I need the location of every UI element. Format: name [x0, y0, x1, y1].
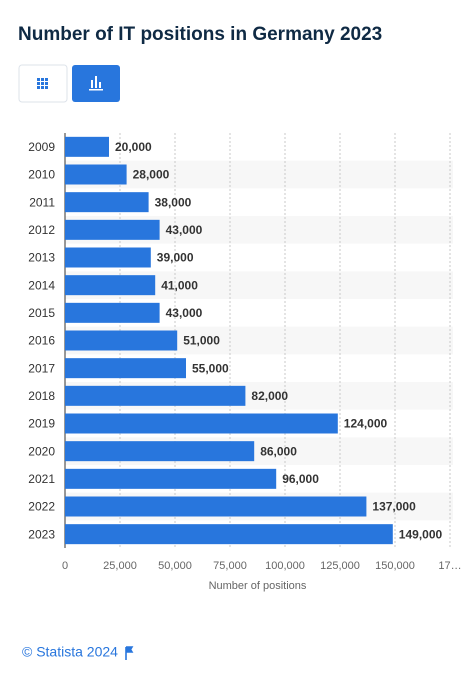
- y-tick-label: 2023: [28, 527, 55, 541]
- value-label: 149,000: [399, 527, 443, 541]
- y-tick-label: 2021: [28, 472, 55, 486]
- bar: [65, 164, 127, 185]
- value-label: 39,000: [157, 251, 194, 265]
- bar: [65, 385, 246, 406]
- bar: [65, 496, 367, 517]
- bar: [65, 247, 151, 268]
- y-tick-label: 2010: [28, 168, 55, 182]
- y-tick-label: 2019: [28, 417, 55, 431]
- y-tick-label: 2014: [28, 278, 55, 292]
- page-title: Number of IT positions in Germany 2023: [18, 24, 382, 45]
- value-label: 82,000: [251, 389, 288, 403]
- y-tick-label: 2011: [29, 195, 55, 209]
- y-tick-label: 2012: [28, 223, 55, 237]
- row-stripe: [65, 160, 453, 189]
- y-tick-label: 2009: [28, 140, 55, 154]
- bar: [65, 358, 186, 379]
- flag-icon[interactable]: [125, 646, 134, 660]
- y-tick-label: 2017: [28, 361, 55, 375]
- value-label: 20,000: [115, 140, 152, 154]
- chart-view-button[interactable]: [72, 65, 120, 102]
- value-label: 96,000: [282, 472, 319, 486]
- value-label: 55,000: [192, 361, 229, 375]
- y-tick-label: 2018: [28, 389, 55, 403]
- value-label: 43,000: [166, 306, 203, 320]
- bar: [65, 275, 156, 296]
- value-label: 43,000: [166, 223, 203, 237]
- bar: [65, 468, 277, 489]
- bar: [65, 136, 109, 157]
- value-label: 38,000: [155, 195, 192, 209]
- chart: 0 25,000 50,000 75,000 100,000 125,000 150,000…: [28, 133, 462, 592]
- bar: [65, 192, 149, 213]
- value-label: 28,000: [133, 168, 170, 182]
- y-tick-label: 2022: [28, 500, 55, 514]
- x-tick-label: 150,000: [375, 560, 415, 572]
- bar: [65, 302, 160, 323]
- x-tick-label: 17…: [438, 560, 461, 572]
- bar: [65, 413, 338, 434]
- x-tick-label: 125,000: [320, 560, 360, 572]
- value-label: 51,000: [183, 334, 220, 348]
- bar: [65, 524, 393, 545]
- table-view-button[interactable]: [18, 64, 68, 103]
- value-label: 41,000: [161, 278, 198, 292]
- bar: [65, 330, 178, 351]
- x-axis-title: Number of positions: [209, 580, 307, 592]
- value-label: 137,000: [372, 500, 416, 514]
- y-tick-label: 2016: [28, 334, 55, 348]
- y-tick-label: 2013: [28, 251, 55, 265]
- x-tick-label: 25,000: [103, 560, 137, 572]
- value-label: 124,000: [344, 417, 388, 431]
- bar: [65, 219, 160, 240]
- footer-source[interactable]: © Statista 2024: [22, 644, 118, 660]
- x-tick-label: 100,000: [265, 560, 305, 572]
- x-tick-label: 50,000: [158, 560, 192, 572]
- y-tick-label: 2015: [28, 306, 55, 320]
- bar: [65, 441, 255, 462]
- x-tick-label: 0: [62, 560, 68, 572]
- value-label: 86,000: [260, 444, 297, 458]
- x-tick-label: 75,000: [213, 560, 247, 572]
- y-tick-label: 2020: [28, 444, 55, 458]
